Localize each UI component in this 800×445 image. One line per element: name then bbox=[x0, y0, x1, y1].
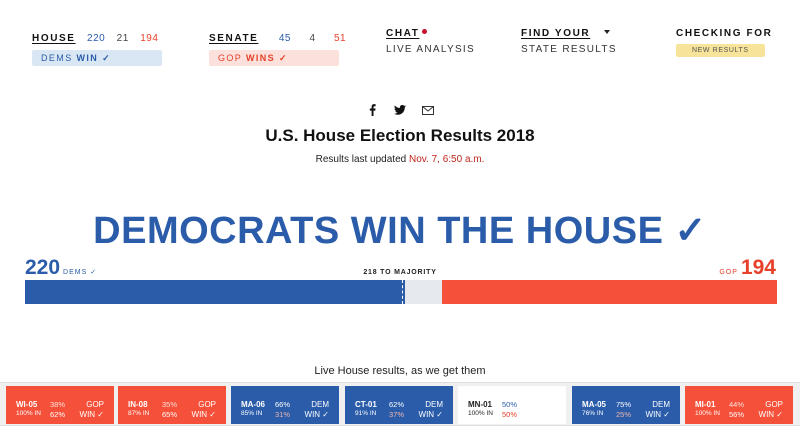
nav-house-label[interactable]: HOUSE bbox=[32, 33, 76, 44]
race-reporting: 85% IN bbox=[241, 410, 263, 417]
gop-seat-count: GOP 194 bbox=[719, 256, 776, 279]
race-pct-dem: 62% bbox=[389, 400, 405, 409]
twitter-icon[interactable] bbox=[394, 104, 406, 116]
race-pct-gop: 65% bbox=[162, 410, 178, 419]
race-pct-gop: 56% bbox=[729, 410, 745, 419]
race-pct-dem: 50% bbox=[502, 400, 518, 409]
race-result: GOP WIN ✓ bbox=[79, 400, 104, 419]
last-updated: Results last updated Nov. 7, 6:50 a.m. bbox=[315, 154, 485, 165]
nav-chat[interactable]: CHAT LIVE ANALYSIS bbox=[386, 28, 475, 55]
race-result: DEM WIN ✓ bbox=[304, 400, 329, 419]
race-pct-dem: 44% bbox=[729, 400, 745, 409]
house-dem-count: 220 bbox=[87, 33, 106, 44]
race-pct-dem: 35% bbox=[162, 400, 178, 409]
race-card[interactable]: MN-01 100% IN 50% 50% bbox=[458, 386, 566, 424]
dem-seat-count: 220 DEMS ✓ bbox=[25, 256, 98, 279]
race-ticker[interactable]: WI-05 100% IN 38% 62% GOP WIN ✓ IN-08 87% IN 35%… bbox=[0, 382, 800, 426]
race-card[interactable]: WI-05 100% IN 38% 62% GOP WIN ✓ bbox=[6, 386, 114, 424]
race-reporting: 100% IN bbox=[468, 410, 493, 417]
race-district: MN-01 bbox=[468, 400, 493, 409]
race-card[interactable]: CT-01 91% IN 62% 37% DEM WIN ✓ bbox=[345, 386, 453, 424]
race-district: MA-06 bbox=[241, 400, 266, 409]
seat-bar bbox=[25, 280, 777, 304]
chevron-down-icon[interactable] bbox=[604, 30, 611, 34]
race-result: DEM WIN ✓ bbox=[645, 400, 670, 419]
race-result: GOP WIN ✓ bbox=[191, 400, 216, 419]
senate-status-badge: GOP WINS ✓ bbox=[209, 50, 339, 66]
share-bar bbox=[366, 104, 434, 116]
live-dot-icon bbox=[422, 29, 428, 34]
race-pct-gop: 37% bbox=[389, 410, 405, 419]
race-card[interactable]: MI-01 100% IN 44% 56% GOP WIN ✓ bbox=[685, 386, 793, 424]
race-district: IN-08 bbox=[128, 400, 148, 409]
nav-checking: CHECKING FOR NEW RESULTS bbox=[676, 28, 772, 57]
nav-find-label[interactable]: FIND YOUR bbox=[521, 28, 591, 39]
nav-checking-label: CHECKING FOR bbox=[676, 28, 773, 39]
race-pct-dem: 66% bbox=[275, 400, 291, 409]
race-pct-gop: 25% bbox=[616, 410, 632, 419]
nav-house[interactable]: HOUSE 220 21 194 DEMS WIN ✓ bbox=[32, 28, 162, 66]
race-pct-gop: 31% bbox=[275, 410, 291, 419]
race-call-headline: DEMOCRATS WIN THE HOUSE ✓ bbox=[93, 210, 707, 252]
house-status-badge: DEMS WIN ✓ bbox=[32, 50, 162, 66]
results-nav: HOUSE 220 21 194 DEMS WIN ✓ SENATE 45 4 … bbox=[0, 0, 800, 70]
page-title: U.S. House Election Results 2018 bbox=[265, 126, 535, 145]
race-reporting: 76% IN bbox=[582, 410, 604, 417]
race-reporting: 87% IN bbox=[128, 410, 150, 417]
nav-find-sub: STATE RESULTS bbox=[521, 44, 617, 55]
facebook-icon[interactable] bbox=[366, 104, 378, 116]
race-pct-dem: 75% bbox=[616, 400, 632, 409]
new-results-badge: NEW RESULTS bbox=[676, 44, 765, 57]
nav-senate-label[interactable]: SENATE bbox=[209, 33, 259, 44]
race-result: DEM WIN ✓ bbox=[418, 400, 443, 419]
nav-chat-sub: LIVE ANALYSIS bbox=[386, 44, 475, 55]
race-reporting: 100% IN bbox=[16, 410, 41, 417]
email-icon[interactable] bbox=[422, 104, 434, 116]
race-pct-gop: 50% bbox=[502, 410, 518, 419]
race-district: MA-05 bbox=[582, 400, 607, 409]
senate-gop-count: 51 bbox=[333, 33, 347, 44]
race-card[interactable]: MA-05 76% IN 75% 25% DEM WIN ✓ bbox=[572, 386, 680, 424]
senate-other-count: 4 bbox=[309, 33, 316, 44]
race-pct-gop: 62% bbox=[50, 410, 66, 419]
dem-seat-fill bbox=[25, 280, 406, 304]
updated-time: Nov. 7, 6:50 a.m. bbox=[409, 154, 485, 165]
race-card[interactable]: IN-08 87% IN 35% 65% GOP WIN ✓ bbox=[118, 386, 226, 424]
live-results-label: Live House results, as we get them bbox=[314, 365, 486, 377]
majority-marker bbox=[401, 280, 403, 304]
race-district: MI-01 bbox=[695, 400, 716, 409]
house-gop-count: 194 bbox=[140, 33, 159, 44]
majority-label: 218 TO MAJORITY bbox=[363, 269, 437, 276]
race-reporting: 100% IN bbox=[695, 410, 720, 417]
race-district: WI-05 bbox=[16, 400, 38, 409]
race-card[interactable]: MA-06 85% IN 66% 31% DEM WIN ✓ bbox=[231, 386, 339, 424]
race-pct-dem: 38% bbox=[50, 400, 66, 409]
race-reporting: 91% IN bbox=[355, 410, 377, 417]
race-result: GOP WIN ✓ bbox=[758, 400, 783, 419]
gop-seat-fill bbox=[441, 280, 777, 304]
senate-dem-count: 45 bbox=[278, 33, 291, 44]
house-other-count: 21 bbox=[116, 33, 129, 44]
nav-senate[interactable]: SENATE 45 4 51 GOP WINS ✓ bbox=[209, 28, 346, 66]
race-district: CT-01 bbox=[355, 400, 377, 409]
nav-find-state[interactable]: FIND YOUR STATE RESULTS bbox=[521, 28, 617, 55]
nav-chat-label[interactable]: CHAT bbox=[386, 28, 420, 39]
